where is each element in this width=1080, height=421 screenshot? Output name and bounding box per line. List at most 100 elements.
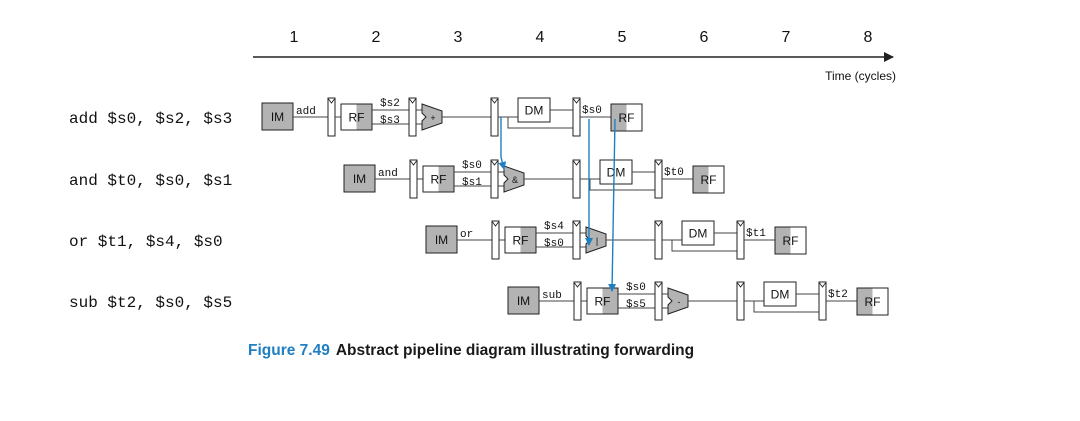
figure-caption: Figure 7.49 Abstract pipeline diagram ill… <box>248 342 694 360</box>
opcode-label: or <box>460 229 473 241</box>
clock-mark <box>491 160 498 166</box>
timeline: 1 2 3 4 5 6 7 8 Time (cycles) <box>253 29 896 83</box>
source-register-1: $s4 <box>544 221 564 233</box>
cycle-number: 6 <box>700 29 709 46</box>
cycle-number: 2 <box>372 29 381 46</box>
clock-mark <box>410 160 417 166</box>
destination-register: $t2 <box>828 289 848 301</box>
alu-symbol: & <box>512 175 518 185</box>
clock-mark <box>492 221 499 227</box>
clock-mark <box>737 221 744 227</box>
clock-mark <box>491 98 498 104</box>
alu <box>585 226 607 254</box>
instruction-memory-label: IM <box>517 294 530 308</box>
register-file-write-shade <box>693 166 709 193</box>
register-file-write: RF <box>856 287 889 316</box>
alu-symbol: - <box>678 297 681 307</box>
register-file-read-label: RF <box>349 111 365 125</box>
clock-mark <box>655 160 662 166</box>
alu <box>421 103 443 131</box>
instruction-memory-shade <box>262 103 293 130</box>
opcode-label: and <box>378 168 398 180</box>
register-file-read-border <box>422 165 455 193</box>
cycle-number: 7 <box>782 29 791 46</box>
source-register-1: $s0 <box>462 160 482 172</box>
register-file-read: RF <box>422 165 455 193</box>
register-file-read-shade <box>438 166 454 192</box>
register-file-write-shade <box>775 227 791 254</box>
register-file-read-label: RF <box>431 173 447 187</box>
data-memory-label: DM <box>771 288 790 302</box>
clock-mark <box>573 160 580 166</box>
instruction-memory-label: IM <box>271 110 284 124</box>
register-file-read-label: RF <box>513 234 529 248</box>
destination-register: $s0 <box>582 105 602 117</box>
register-file-read-border <box>340 103 373 131</box>
alu <box>503 165 525 193</box>
register-file-write-label: RF <box>701 173 717 187</box>
source-register-1: $s2 <box>380 98 400 110</box>
instruction-text: add $s0, $s2, $s3 <box>69 110 232 128</box>
data-memory: DM <box>681 220 715 246</box>
cycle-number: 3 <box>454 29 463 46</box>
register-file-read: RF <box>504 226 537 254</box>
pipeline-register <box>490 159 499 199</box>
clock-mark <box>655 221 662 227</box>
source-register-1: $s0 <box>626 282 646 294</box>
data-memory: DM <box>517 97 551 123</box>
register-file-read-shade <box>520 227 536 253</box>
register-file-write-label: RF <box>783 234 799 248</box>
opcode-label: sub <box>542 290 562 302</box>
destination-register: $t0 <box>664 167 684 179</box>
clock-mark <box>655 282 662 288</box>
register-file-write-border <box>774 226 807 255</box>
clock-mark <box>328 98 335 104</box>
instruction-memory: IM <box>425 225 458 254</box>
pipeline-rows: add $s0, $s2, $s3 IM add RF $s2 $s3 + DM $s0 RF an… <box>69 97 889 321</box>
register-file-write-shade <box>857 288 873 315</box>
register-file-write-border <box>692 165 725 194</box>
register-file-write-border <box>856 287 889 316</box>
source-register-2: $s0 <box>544 238 564 250</box>
cycle-number: 4 <box>536 29 545 46</box>
cycle-number: 1 <box>290 29 299 46</box>
instruction-memory-shade <box>344 165 375 192</box>
instruction-text: and $t0, $s0, $s1 <box>69 172 232 190</box>
register-file-read: RF <box>340 103 373 131</box>
cycle-number: 8 <box>864 29 873 46</box>
forwarding-paths <box>498 117 617 292</box>
alu-symbol: | <box>596 236 598 246</box>
source-register-2: $s1 <box>462 177 482 189</box>
pipeline-register <box>572 220 581 260</box>
source-register-2: $s3 <box>380 115 400 127</box>
data-memory: DM <box>763 281 797 307</box>
register-file-write: RF <box>692 165 725 194</box>
data-memory-label: DM <box>525 104 544 118</box>
data-memory: DM <box>599 159 633 185</box>
instruction-memory: IM <box>261 102 294 131</box>
register-file-write-border <box>610 103 643 132</box>
instruction-row: sub $t2, $s0, $s5 IM sub RF $s0 $s5 - DM $t2 RF <box>69 281 889 321</box>
register-file-write: RF <box>610 103 643 132</box>
instruction-memory-label: IM <box>353 172 366 186</box>
register-file-read-shade <box>356 104 372 130</box>
clock-mark <box>409 98 416 104</box>
register-file-read-shade <box>602 288 618 314</box>
instruction-memory: IM <box>507 286 540 315</box>
clock-mark <box>573 221 580 227</box>
instruction-row: or $t1, $s4, $s0 IM or RF $s4 $s0 | DM $t1 RF <box>69 220 807 260</box>
time-axis-label: Time (cycles) <box>825 69 896 83</box>
alu-symbol: + <box>430 113 435 123</box>
pipeline-register <box>654 281 663 321</box>
instruction-memory: IM <box>343 164 376 193</box>
data-memory-label: DM <box>689 227 708 241</box>
source-register-2: $s5 <box>626 299 646 311</box>
alu <box>667 287 689 315</box>
opcode-label: add <box>296 106 316 118</box>
register-file-read-border <box>504 226 537 254</box>
instruction-row: add $s0, $s2, $s3 IM add RF $s2 $s3 + DM $s0 RF <box>69 97 643 137</box>
instruction-memory-shade <box>508 287 539 314</box>
instruction-memory-label: IM <box>435 233 448 247</box>
forward-arrow-register-file <box>608 118 617 292</box>
